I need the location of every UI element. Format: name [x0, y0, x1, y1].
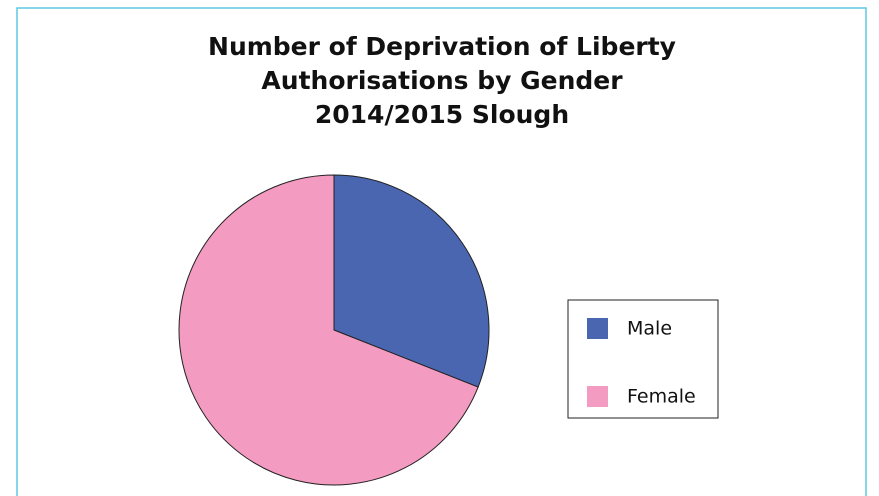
- chart-title: 2014/2015 Slough: [315, 100, 569, 129]
- pie-slice: [178, 174, 479, 486]
- legend-label: Male: [627, 318, 672, 340]
- chart-title: Authorisations by Gender: [261, 66, 623, 95]
- legend-swatch: [587, 318, 608, 339]
- pie-slice: [333, 174, 490, 388]
- frame: [16, 7, 867, 496]
- legend-label: Female: [627, 386, 696, 408]
- legend-swatch: [587, 386, 608, 407]
- chart-title: Number of Deprivation of Liberty: [208, 32, 676, 61]
